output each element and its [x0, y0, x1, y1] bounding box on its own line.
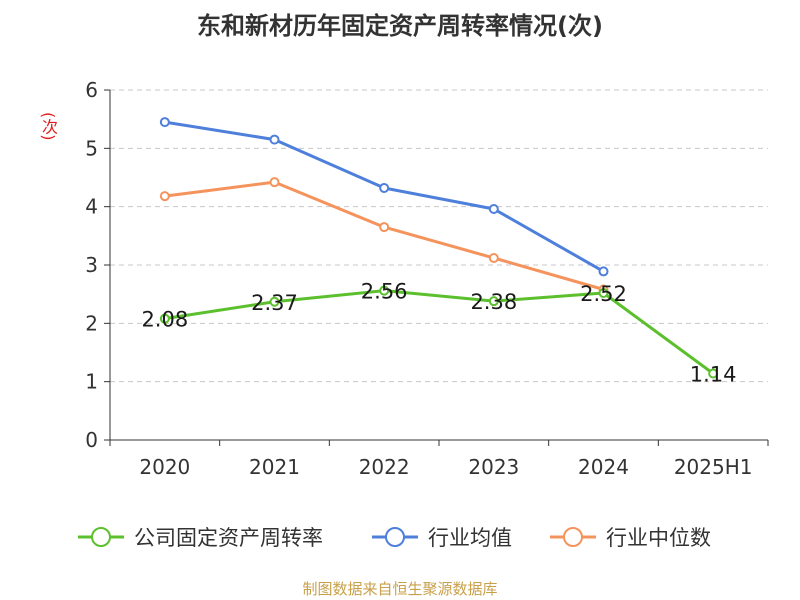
data-point	[159, 191, 170, 202]
data-point	[379, 285, 390, 296]
y-tick-label: 0	[85, 428, 98, 452]
x-tick-label: 2023	[468, 455, 519, 479]
data-point	[269, 177, 280, 188]
chart-title: 东和新材历年固定资产周转率情况(次)	[197, 12, 603, 40]
data-point	[159, 117, 170, 128]
series-lines	[159, 117, 719, 379]
y-tick-label: 1	[85, 370, 98, 394]
x-tick-label: 2020	[139, 455, 190, 479]
data-point	[598, 288, 609, 298]
data-label: 2.52	[580, 282, 627, 306]
legend-label: 行业中位数	[606, 526, 711, 550]
data-label: 2.38	[470, 290, 517, 314]
x-tick-label: 2024	[578, 455, 629, 479]
y-tick-label: 2	[85, 311, 98, 335]
legend-marker	[563, 527, 583, 547]
grid-lines	[110, 89, 768, 383]
data-label: 2.37	[251, 291, 298, 315]
data-label: 2.08	[141, 308, 188, 332]
y-tick-label: 6	[85, 78, 98, 102]
x-tick-label: 2025H1	[674, 455, 753, 479]
source-note: 制图数据来自恒生聚源数据库	[302, 580, 498, 598]
y-tick-label: 5	[85, 136, 98, 160]
data-point	[379, 183, 390, 193]
series-line	[164, 120, 605, 273]
data-point	[488, 253, 499, 263]
data-point	[379, 222, 390, 233]
y-tick-label: 4	[85, 195, 98, 219]
y-tick-label: 3	[85, 253, 98, 277]
data-labels: 2.08 2.37 2.56 2.38 2.52 1.14	[141, 280, 736, 387]
data-label: 2.56	[361, 280, 408, 304]
series-line	[164, 180, 604, 291]
legend-label: 行业均值	[428, 526, 512, 550]
series-line	[164, 289, 715, 375]
data-point	[269, 296, 280, 307]
data-point	[708, 368, 719, 379]
data-point	[488, 204, 499, 214]
data-point	[598, 266, 609, 277]
legend-label: 公司固定资产周转率	[134, 526, 323, 550]
data-point	[269, 134, 280, 145]
y-axis-label: (次)	[39, 112, 58, 141]
data-label: 1.14	[690, 363, 737, 387]
data-point	[488, 296, 499, 307]
x-tick-label: 2021	[249, 455, 300, 479]
legend: 公司固定资产周转率 行业均值 行业中位数	[78, 526, 711, 550]
legend-marker	[91, 527, 111, 547]
axes: 0 1 2 3 4 5 6 2020 2021 2022 2023 2024 2025H1	[85, 78, 769, 479]
x-tick-label: 2022	[359, 455, 410, 479]
legend-marker	[385, 527, 405, 547]
data-point	[159, 313, 170, 324]
